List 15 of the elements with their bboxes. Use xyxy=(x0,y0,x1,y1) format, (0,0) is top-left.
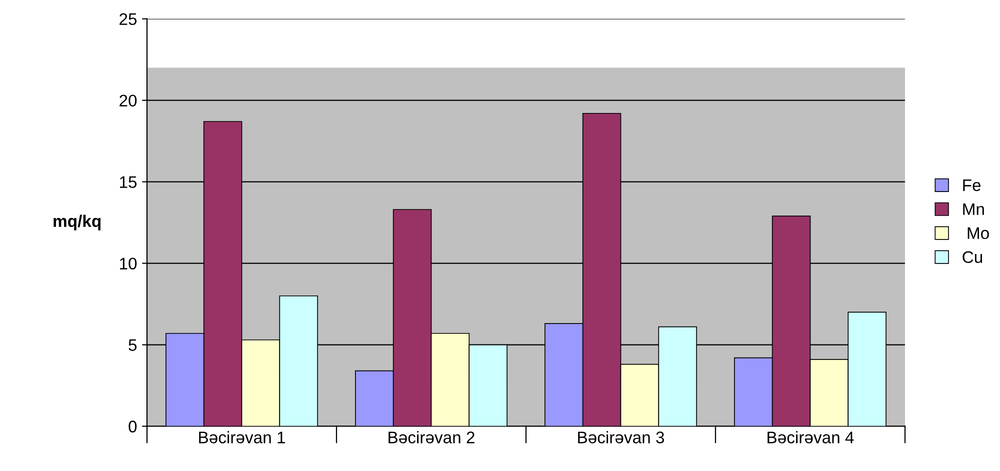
x-tick-label: Bəcirəvan 3 xyxy=(578,431,664,444)
y-tick-label: 10 xyxy=(120,258,137,270)
x-tick-label: Bəcirəvan 4 xyxy=(768,431,854,444)
y-tick-label: 20 xyxy=(120,94,137,107)
y-tick-label: 15 xyxy=(120,176,137,188)
x-tick-label: Bəcirəvan 1 xyxy=(199,431,285,444)
y-tick-label: 25 xyxy=(120,13,137,26)
y-axis-title: mq/kq xyxy=(54,214,100,230)
legend-label: Mn xyxy=(963,203,984,215)
legend-label: Fe xyxy=(963,180,981,192)
legend-label: Mo xyxy=(968,227,989,240)
legend-label: Cu xyxy=(962,251,982,264)
x-tick-label: Bəcirəvan 2 xyxy=(388,431,474,444)
y-tick-label: 0 xyxy=(128,420,137,432)
y-tick-label: 5 xyxy=(128,339,137,351)
